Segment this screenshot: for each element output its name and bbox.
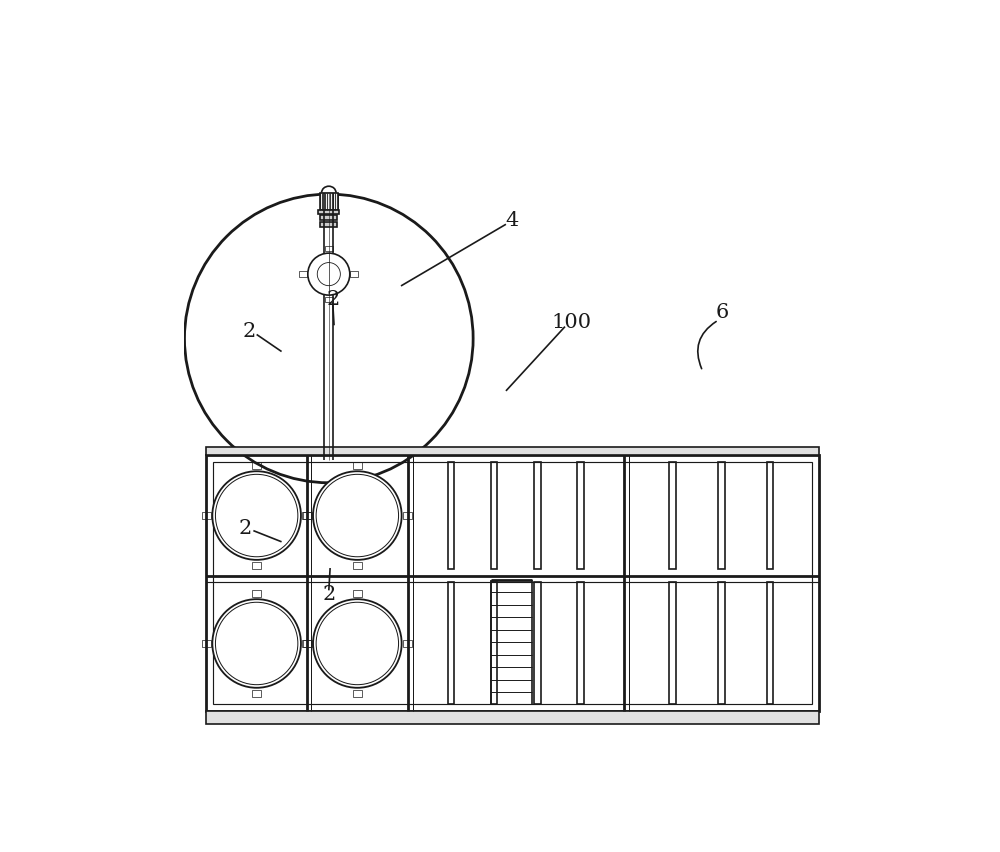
Text: 2: 2 xyxy=(238,519,251,538)
Polygon shape xyxy=(320,215,337,221)
Text: 2: 2 xyxy=(242,322,255,342)
Circle shape xyxy=(313,471,402,560)
Text: 2: 2 xyxy=(322,584,335,604)
Circle shape xyxy=(212,599,301,688)
Polygon shape xyxy=(206,711,819,724)
Polygon shape xyxy=(206,447,819,455)
Circle shape xyxy=(313,599,402,688)
Polygon shape xyxy=(320,222,337,227)
Polygon shape xyxy=(320,193,338,210)
Text: 2: 2 xyxy=(327,290,340,308)
Text: 4: 4 xyxy=(506,210,519,230)
Text: 100: 100 xyxy=(551,313,592,331)
Text: 6: 6 xyxy=(716,302,729,322)
Circle shape xyxy=(212,471,301,560)
Circle shape xyxy=(308,253,350,295)
Polygon shape xyxy=(318,210,339,214)
Circle shape xyxy=(184,194,473,483)
